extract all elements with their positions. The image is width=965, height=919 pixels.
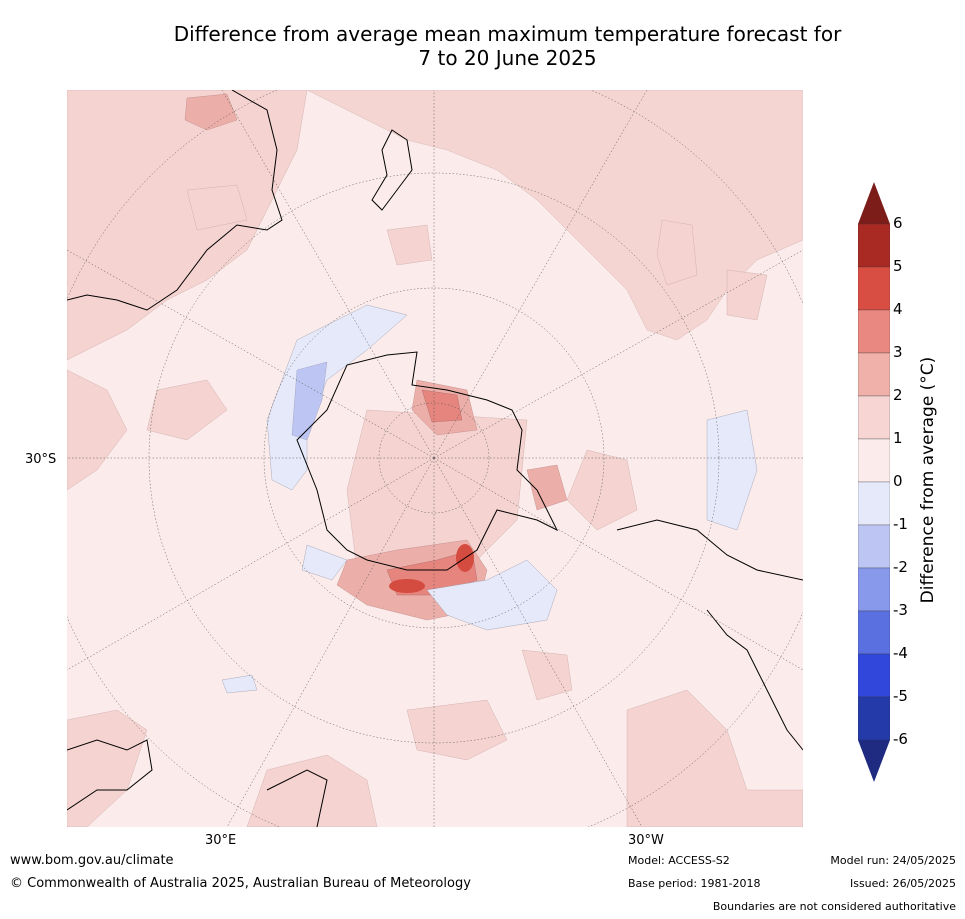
colorbar-tick-label: -6: [893, 730, 908, 748]
colorbar-tick-label: -4: [893, 644, 908, 662]
colorbar-band: [858, 696, 890, 741]
colorbar-tick-label: -3: [893, 601, 908, 619]
map-svg: [67, 90, 803, 827]
copyright: © Commonwealth of Australia 2025, Austra…: [10, 876, 471, 891]
polar-map[interactable]: [67, 90, 803, 827]
colorbar-tick-label: 4: [893, 300, 903, 318]
website-link[interactable]: www.bom.gov.au/climate: [10, 853, 174, 868]
colorbar-tick-label: -5: [893, 687, 908, 705]
anomaly-minus-regions: [221, 304, 758, 694]
colorbar-band: [858, 653, 890, 698]
lon-label-30e: 30°E: [205, 833, 237, 848]
graticule: [67, 90, 803, 827]
colorbar-tick-label: 3: [893, 343, 903, 361]
title-line-2: 7 to 20 June 2025: [418, 46, 597, 70]
colorbar-max-arrow: [858, 182, 890, 224]
colorbar-band: [858, 481, 890, 526]
colorbar-band: [858, 395, 890, 440]
colorbar-tick-label: 6: [893, 214, 903, 232]
title-line-1: Difference from average mean maximum tem…: [173, 22, 842, 46]
anomaly-minus-1-2-regions: [291, 361, 328, 441]
lat-label-30s: 30°S: [25, 452, 57, 467]
colorbar-tick-label: -2: [893, 558, 908, 576]
colorbar-band: [858, 352, 890, 397]
model-info: Model: ACCESS-S2: [628, 854, 730, 867]
chart-title: Difference from average mean maximum tem…: [0, 22, 965, 70]
colorbar-band: [858, 309, 890, 354]
base-period: Base period: 1981-2018: [628, 877, 761, 890]
colorbar-band: [858, 223, 890, 268]
colorbar-band: [858, 567, 890, 612]
model-run: Model run: 24/05/2025: [830, 854, 956, 867]
colorbar-tick-label: 2: [893, 386, 903, 404]
colorbar-tick-label: -1: [893, 515, 908, 533]
lon-label-30w: 30°W: [628, 833, 664, 848]
colorbar-band: [858, 438, 890, 483]
colorbar-tick-label: 0: [893, 472, 903, 490]
colorbar-tick-label: 5: [893, 257, 903, 275]
colorbar-tick-label: 1: [893, 429, 903, 447]
colorbar-band: [858, 524, 890, 569]
coastlines: [67, 90, 803, 827]
disclaimer: Boundaries are not considered authoritat…: [712, 900, 956, 913]
colorbar-band: [858, 266, 890, 311]
anomaly-1-2-regions: [67, 90, 803, 827]
colorbar: [858, 182, 890, 782]
colorbar-band: [858, 610, 890, 655]
issued-date: Issued: 26/05/2025: [849, 877, 956, 890]
colorbar-min-arrow: [858, 740, 890, 782]
colorbar-title: Difference from average (°C): [918, 356, 938, 604]
